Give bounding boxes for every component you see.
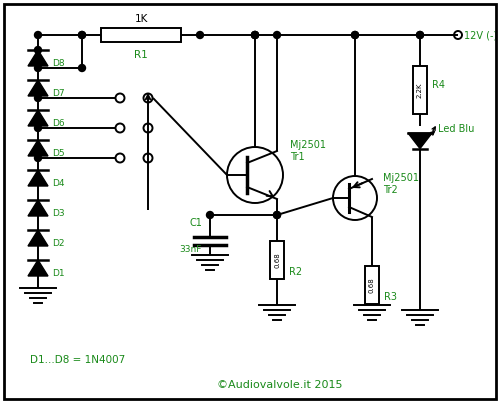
Text: R4: R4 <box>432 80 445 90</box>
Circle shape <box>274 212 280 218</box>
Text: D1: D1 <box>52 268 64 278</box>
Bar <box>365 266 379 304</box>
Text: 1K: 1K <box>134 14 147 24</box>
Circle shape <box>34 154 42 162</box>
Text: D2: D2 <box>52 239 64 247</box>
Circle shape <box>34 125 42 131</box>
Bar <box>413 66 427 114</box>
Circle shape <box>252 31 258 39</box>
Circle shape <box>252 31 258 39</box>
Text: Mj2501: Mj2501 <box>383 173 419 183</box>
Text: R3: R3 <box>384 292 397 302</box>
Bar <box>270 241 284 279</box>
Text: D1...D8 = 1N4007: D1...D8 = 1N4007 <box>30 355 125 365</box>
Circle shape <box>34 64 42 71</box>
Circle shape <box>34 31 42 39</box>
Text: D6: D6 <box>52 118 64 127</box>
Text: 2.2K: 2.2K <box>417 82 423 98</box>
Circle shape <box>78 64 86 71</box>
Bar <box>101 28 181 42</box>
Text: R2: R2 <box>289 267 302 277</box>
Polygon shape <box>28 110 48 126</box>
Text: Tr2: Tr2 <box>383 185 398 195</box>
Text: Led Blu: Led Blu <box>438 124 474 134</box>
Polygon shape <box>28 80 48 96</box>
Circle shape <box>352 31 358 39</box>
Text: 0.68: 0.68 <box>369 277 375 293</box>
Circle shape <box>274 212 280 218</box>
Text: 12V (-): 12V (-) <box>464 30 497 40</box>
Circle shape <box>78 31 86 39</box>
Circle shape <box>206 212 214 218</box>
Circle shape <box>34 46 42 54</box>
Text: Mj2501: Mj2501 <box>290 140 326 150</box>
Text: D3: D3 <box>52 208 64 218</box>
Circle shape <box>196 31 203 39</box>
Text: C1: C1 <box>189 218 202 228</box>
Polygon shape <box>408 133 432 149</box>
Text: R1: R1 <box>134 50 148 60</box>
Circle shape <box>34 94 42 102</box>
Polygon shape <box>28 170 48 186</box>
Polygon shape <box>28 260 48 276</box>
Polygon shape <box>28 140 48 156</box>
Polygon shape <box>28 200 48 216</box>
Circle shape <box>78 31 86 39</box>
Text: D4: D4 <box>52 179 64 187</box>
Polygon shape <box>28 50 48 66</box>
Text: Tr1: Tr1 <box>290 152 304 162</box>
Text: D7: D7 <box>52 89 64 98</box>
Text: D8: D8 <box>52 58 64 67</box>
Text: D5: D5 <box>52 148 64 158</box>
Text: 33nF: 33nF <box>180 245 202 255</box>
Text: 0.68: 0.68 <box>274 252 280 268</box>
Circle shape <box>416 31 424 39</box>
Circle shape <box>352 31 358 39</box>
Circle shape <box>252 31 258 39</box>
Circle shape <box>416 31 424 39</box>
Circle shape <box>274 31 280 39</box>
Text: ©Audiovalvole.it 2015: ©Audiovalvole.it 2015 <box>217 380 343 390</box>
Polygon shape <box>28 230 48 246</box>
